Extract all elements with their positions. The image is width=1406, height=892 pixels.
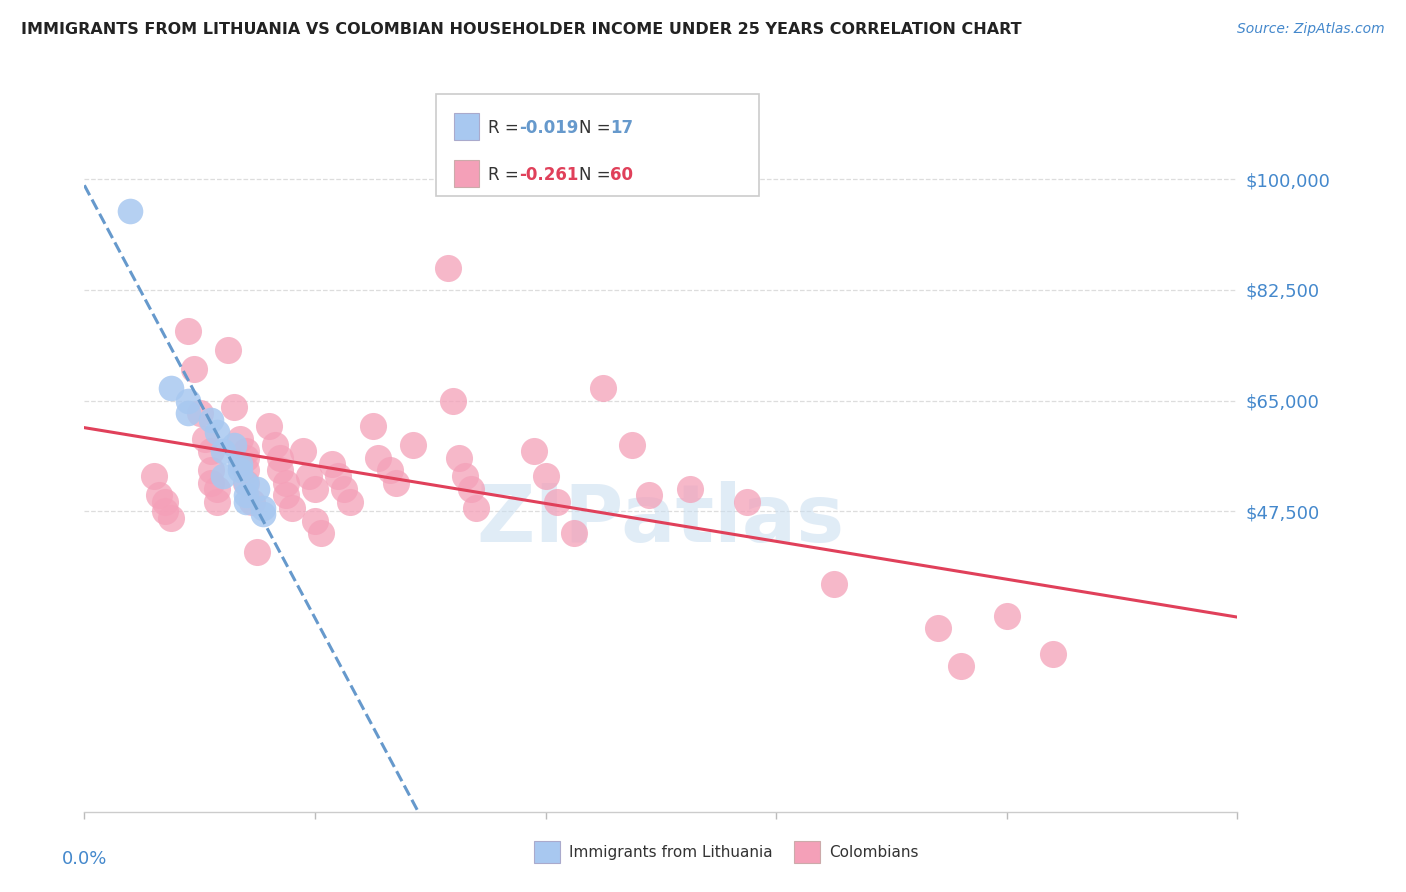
Point — [309, 526, 332, 541]
Point — [120, 203, 142, 218]
Point — [436, 260, 458, 275]
Point — [995, 608, 1018, 623]
Point — [229, 432, 252, 446]
Point — [235, 444, 257, 458]
Point — [218, 343, 240, 357]
Point — [205, 425, 228, 440]
Text: 60: 60 — [610, 166, 633, 184]
Point — [447, 450, 470, 465]
Point — [211, 469, 233, 483]
Point — [252, 508, 274, 522]
Text: Colombians: Colombians — [830, 845, 920, 860]
Point — [229, 463, 252, 477]
Point — [263, 438, 285, 452]
Point — [246, 482, 269, 496]
Point — [235, 475, 257, 490]
Text: -0.019: -0.019 — [519, 120, 578, 137]
Point — [679, 482, 702, 496]
Text: ZIPatlas: ZIPatlas — [477, 481, 845, 558]
Point — [298, 469, 321, 483]
Point — [177, 324, 200, 338]
Point — [823, 577, 845, 591]
Text: R =: R = — [488, 120, 524, 137]
Point — [546, 495, 568, 509]
Point — [252, 501, 274, 516]
Text: N =: N = — [579, 120, 616, 137]
Point — [142, 469, 165, 483]
Point — [454, 469, 477, 483]
Point — [321, 457, 343, 471]
Point — [621, 438, 644, 452]
Point — [205, 495, 228, 509]
Point — [153, 495, 176, 509]
Text: -0.261: -0.261 — [519, 166, 578, 184]
Point — [534, 469, 557, 483]
Text: IMMIGRANTS FROM LITHUANIA VS COLOMBIAN HOUSEHOLDER INCOME UNDER 25 YEARS CORRELA: IMMIGRANTS FROM LITHUANIA VS COLOMBIAN H… — [21, 22, 1022, 37]
Point — [224, 438, 246, 452]
Point — [153, 504, 176, 518]
Point — [465, 501, 488, 516]
Point — [211, 444, 233, 458]
Point — [235, 475, 257, 490]
Text: 0.0%: 0.0% — [62, 850, 107, 868]
Point — [200, 463, 222, 477]
Point — [235, 463, 257, 477]
Point — [235, 488, 257, 502]
Point — [257, 418, 280, 433]
Text: Immigrants from Lithuania: Immigrants from Lithuania — [569, 845, 773, 860]
Point — [281, 501, 304, 516]
Point — [269, 463, 291, 477]
Point — [148, 488, 170, 502]
Point — [235, 495, 257, 509]
Point — [194, 432, 217, 446]
Point — [229, 457, 252, 471]
Point — [332, 482, 354, 496]
Point — [339, 495, 361, 509]
Point — [378, 463, 401, 477]
Point — [523, 444, 546, 458]
Text: R =: R = — [488, 166, 524, 184]
Point — [304, 482, 326, 496]
Point — [269, 450, 291, 465]
Point — [326, 469, 349, 483]
Point — [177, 393, 200, 408]
Point — [460, 482, 482, 496]
Point — [564, 526, 586, 541]
Point — [224, 400, 246, 414]
Point — [441, 393, 464, 408]
Point — [246, 545, 269, 559]
Point — [240, 495, 263, 509]
Text: Source: ZipAtlas.com: Source: ZipAtlas.com — [1237, 22, 1385, 37]
Point — [235, 450, 257, 465]
Point — [1042, 647, 1064, 661]
Point — [292, 444, 315, 458]
Point — [276, 488, 298, 502]
Point — [949, 659, 972, 673]
Point — [367, 450, 389, 465]
Point — [638, 488, 661, 502]
Point — [188, 406, 211, 420]
Point — [200, 412, 222, 426]
Point — [205, 482, 228, 496]
Point — [200, 444, 222, 458]
Point — [384, 475, 406, 490]
Point — [183, 362, 205, 376]
Point — [592, 381, 614, 395]
Text: N =: N = — [579, 166, 616, 184]
Point — [177, 406, 200, 420]
Point — [402, 438, 425, 452]
Point — [737, 495, 759, 509]
Text: 17: 17 — [610, 120, 633, 137]
Point — [160, 510, 183, 524]
Point — [927, 621, 949, 635]
Point — [200, 475, 222, 490]
Point — [160, 381, 183, 395]
Point — [276, 475, 298, 490]
Point — [304, 514, 326, 528]
Point — [361, 418, 384, 433]
